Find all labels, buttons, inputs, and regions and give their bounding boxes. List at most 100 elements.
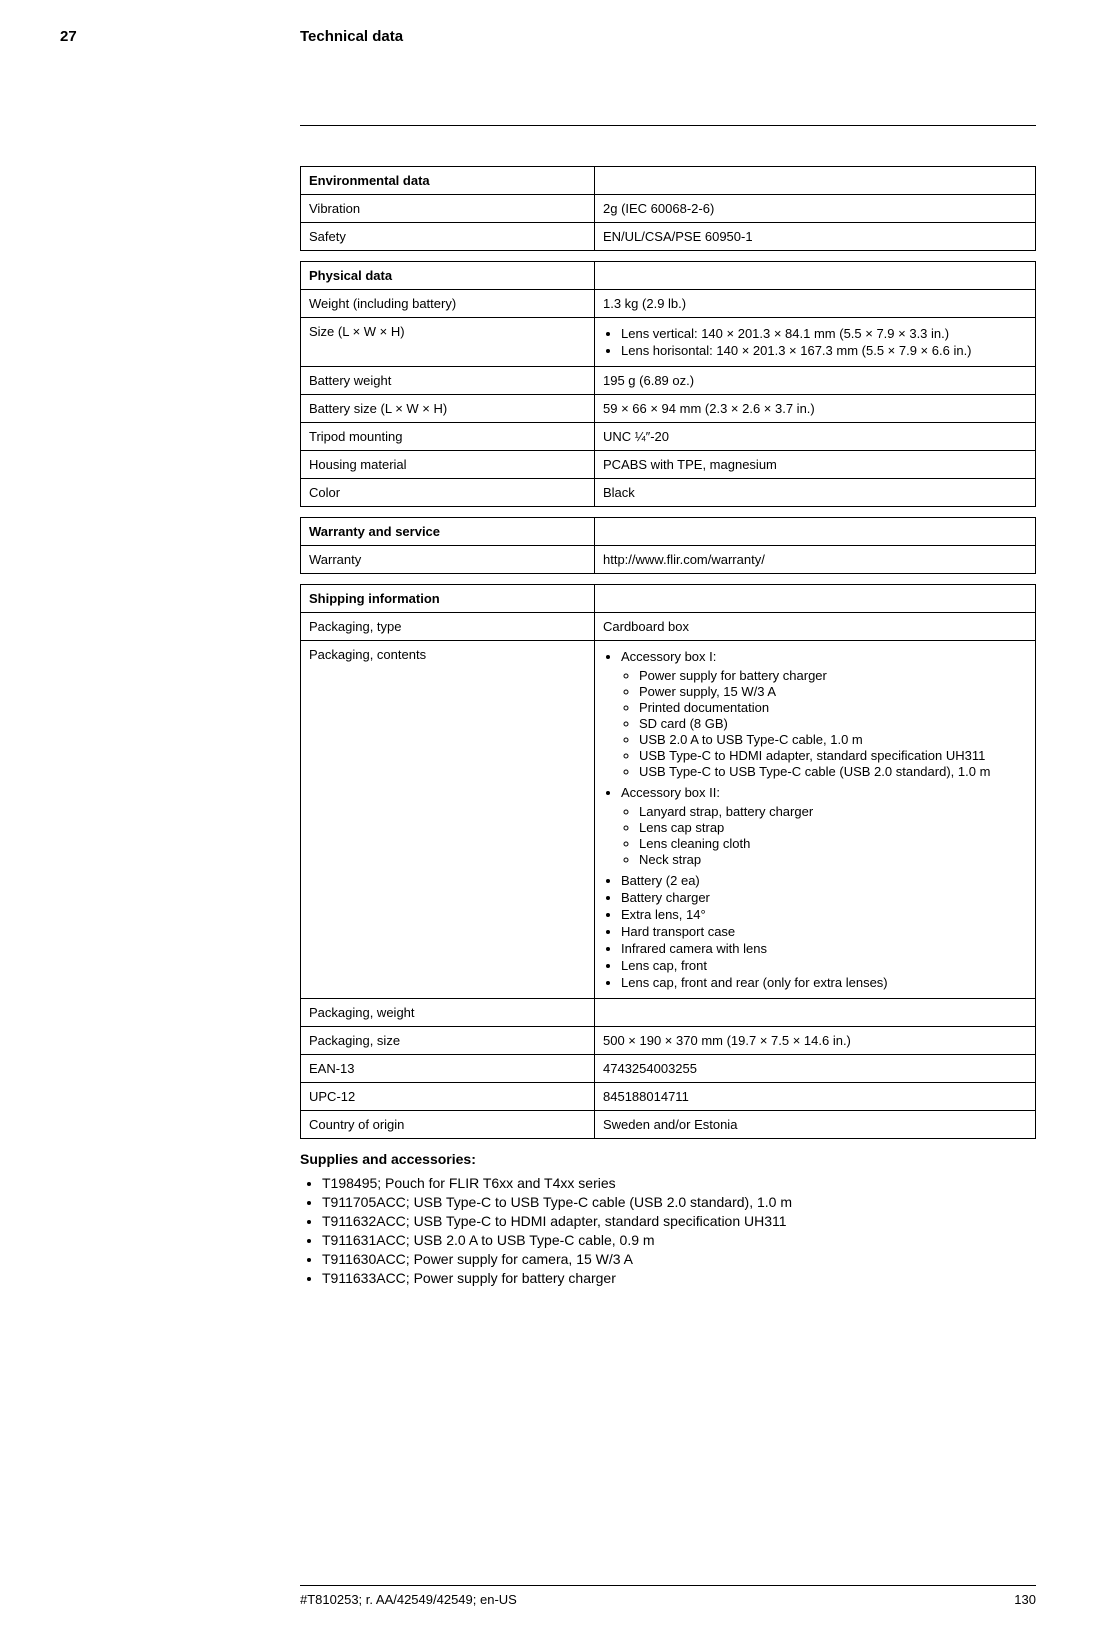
list-item: Accessory box II: Lanyard strap, battery… bbox=[621, 785, 1027, 867]
chapter-title: Technical data bbox=[300, 28, 403, 45]
table-physical: Physical data Weight (including battery)… bbox=[300, 261, 1036, 507]
list-item: T911631ACC; USB 2.0 A to USB Type-C cabl… bbox=[322, 1232, 1036, 1248]
spec-key: Size (L × W × H) bbox=[301, 318, 595, 367]
spec-key: Safety bbox=[301, 223, 595, 251]
size-list: Lens vertical: 140 × 201.3 × 84.1 mm (5.… bbox=[621, 326, 1027, 358]
contents-list: Accessory box I: Power supply for batter… bbox=[621, 649, 1027, 990]
list-item: USB Type-C to USB Type-C cable (USB 2.0 … bbox=[639, 764, 1027, 779]
section-rule bbox=[300, 125, 1036, 126]
spec-val: Cardboard box bbox=[595, 613, 1036, 641]
list-item: Extra lens, 14° bbox=[621, 907, 1027, 922]
table-row: Battery weight195 g (6.89 oz.) bbox=[301, 367, 1036, 395]
table-row: Tripod mountingUNC ¼″-20 bbox=[301, 423, 1036, 451]
spec-val: EN/UL/CSA/PSE 60950-1 bbox=[595, 223, 1036, 251]
table-row: Packaging, size500 × 190 × 370 mm (19.7 … bbox=[301, 1027, 1036, 1055]
table-heading-blank bbox=[595, 585, 1036, 613]
spec-val: Black bbox=[595, 479, 1036, 507]
table-heading: Warranty and service bbox=[301, 518, 595, 546]
spec-key: EAN-13 bbox=[301, 1055, 595, 1083]
table-heading-blank bbox=[595, 167, 1036, 195]
table-heading: Physical data bbox=[301, 262, 595, 290]
table-row: Vibration2g (IEC 60068-2-6) bbox=[301, 195, 1036, 223]
supplies-list: T198495; Pouch for FLIR T6xx and T4xx se… bbox=[322, 1175, 1036, 1286]
list-item: Battery charger bbox=[621, 890, 1027, 905]
spec-key: Country of origin bbox=[301, 1111, 595, 1139]
list-item: Neck strap bbox=[639, 852, 1027, 867]
table-heading-blank bbox=[595, 518, 1036, 546]
page-footer: #T810253; r. AA/42549/42549; en-US 130 bbox=[300, 1585, 1036, 1607]
table-row: Packaging, contents Accessory box I: Pow… bbox=[301, 641, 1036, 999]
list-item: Lens cap, front and rear (only for extra… bbox=[621, 975, 1027, 990]
list-item: T198495; Pouch for FLIR T6xx and T4xx se… bbox=[322, 1175, 1036, 1191]
spec-key: Tripod mounting bbox=[301, 423, 595, 451]
list-item: Lens horisontal: 140 × 201.3 × 167.3 mm … bbox=[621, 343, 1027, 358]
box1-label: Accessory box I: bbox=[621, 649, 716, 664]
spec-key: Color bbox=[301, 479, 595, 507]
spec-key: UPC-12 bbox=[301, 1083, 595, 1111]
list-item: Power supply for battery charger bbox=[639, 668, 1027, 683]
list-item: T911630ACC; Power supply for camera, 15 … bbox=[322, 1251, 1036, 1267]
spec-key: Packaging, size bbox=[301, 1027, 595, 1055]
footer-page-number: 130 bbox=[1014, 1592, 1036, 1607]
list-item: Printed documentation bbox=[639, 700, 1027, 715]
box2-sublist: Lanyard strap, battery charger Lens cap … bbox=[639, 804, 1027, 867]
spec-val: http://www.flir.com/warranty/ bbox=[595, 546, 1036, 574]
list-item: Infrared camera with lens bbox=[621, 941, 1027, 956]
spec-val: 195 g (6.89 oz.) bbox=[595, 367, 1036, 395]
content-area: Environmental data Vibration2g (IEC 6006… bbox=[300, 45, 1036, 1286]
table-row: UPC-12845188014711 bbox=[301, 1083, 1036, 1111]
table-heading-blank bbox=[595, 262, 1036, 290]
list-item: T911705ACC; USB Type-C to USB Type-C cab… bbox=[322, 1194, 1036, 1210]
page-header: 27 Technical data bbox=[60, 28, 1036, 45]
spec-val: Accessory box I: Power supply for batter… bbox=[595, 641, 1036, 999]
spec-val: Sweden and/or Estonia bbox=[595, 1111, 1036, 1139]
chapter-number: 27 bbox=[60, 28, 300, 45]
table-heading: Shipping information bbox=[301, 585, 595, 613]
table-row: Packaging, weight bbox=[301, 999, 1036, 1027]
list-item: Power supply, 15 W/3 A bbox=[639, 684, 1027, 699]
list-item: SD card (8 GB) bbox=[639, 716, 1027, 731]
table-row: Housing materialPCABS with TPE, magnesiu… bbox=[301, 451, 1036, 479]
spec-key: Packaging, type bbox=[301, 613, 595, 641]
table-warranty: Warranty and service Warrantyhttp://www.… bbox=[300, 517, 1036, 574]
list-item: Battery (2 ea) bbox=[621, 873, 1027, 888]
list-item: Lens cap strap bbox=[639, 820, 1027, 835]
spec-key: Housing material bbox=[301, 451, 595, 479]
table-row: Size (L × W × H) Lens vertical: 140 × 20… bbox=[301, 318, 1036, 367]
spec-key: Vibration bbox=[301, 195, 595, 223]
list-item: USB Type-C to HDMI adapter, standard spe… bbox=[639, 748, 1027, 763]
box2-label: Accessory box II: bbox=[621, 785, 720, 800]
spec-key: Packaging, weight bbox=[301, 999, 595, 1027]
list-item: Lens cap, front bbox=[621, 958, 1027, 973]
table-environmental: Environmental data Vibration2g (IEC 6006… bbox=[300, 166, 1036, 251]
table-row: EAN-134743254003255 bbox=[301, 1055, 1036, 1083]
spec-val: 4743254003255 bbox=[595, 1055, 1036, 1083]
list-item: Accessory box I: Power supply for batter… bbox=[621, 649, 1027, 779]
spec-val: PCABS with TPE, magnesium bbox=[595, 451, 1036, 479]
table-row: SafetyEN/UL/CSA/PSE 60950-1 bbox=[301, 223, 1036, 251]
spec-key: Packaging, contents bbox=[301, 641, 595, 999]
list-item: Lens cleaning cloth bbox=[639, 836, 1027, 851]
spec-val: 2g (IEC 60068-2-6) bbox=[595, 195, 1036, 223]
table-row: Country of originSweden and/or Estonia bbox=[301, 1111, 1036, 1139]
list-item: T911633ACC; Power supply for battery cha… bbox=[322, 1270, 1036, 1286]
list-item: Lanyard strap, battery charger bbox=[639, 804, 1027, 819]
spec-key: Weight (including battery) bbox=[301, 290, 595, 318]
table-row: Battery size (L × W × H)59 × 66 × 94 mm … bbox=[301, 395, 1036, 423]
footer-doc-id: #T810253; r. AA/42549/42549; en-US bbox=[300, 1592, 517, 1607]
table-row: Warrantyhttp://www.flir.com/warranty/ bbox=[301, 546, 1036, 574]
table-heading: Environmental data bbox=[301, 167, 595, 195]
list-item: Hard transport case bbox=[621, 924, 1027, 939]
spec-val: 1.3 kg (2.9 lb.) bbox=[595, 290, 1036, 318]
list-item: T911632ACC; USB Type-C to HDMI adapter, … bbox=[322, 1213, 1036, 1229]
box1-sublist: Power supply for battery charger Power s… bbox=[639, 668, 1027, 779]
spec-val: Lens vertical: 140 × 201.3 × 84.1 mm (5.… bbox=[595, 318, 1036, 367]
spec-key: Warranty bbox=[301, 546, 595, 574]
spec-val: 500 × 190 × 370 mm (19.7 × 7.5 × 14.6 in… bbox=[595, 1027, 1036, 1055]
list-item: USB 2.0 A to USB Type-C cable, 1.0 m bbox=[639, 732, 1027, 747]
spec-val: 845188014711 bbox=[595, 1083, 1036, 1111]
spec-key: Battery size (L × W × H) bbox=[301, 395, 595, 423]
table-row: Packaging, typeCardboard box bbox=[301, 613, 1036, 641]
table-shipping: Shipping information Packaging, typeCard… bbox=[300, 584, 1036, 1139]
supplies-heading: Supplies and accessories: bbox=[300, 1151, 1036, 1167]
